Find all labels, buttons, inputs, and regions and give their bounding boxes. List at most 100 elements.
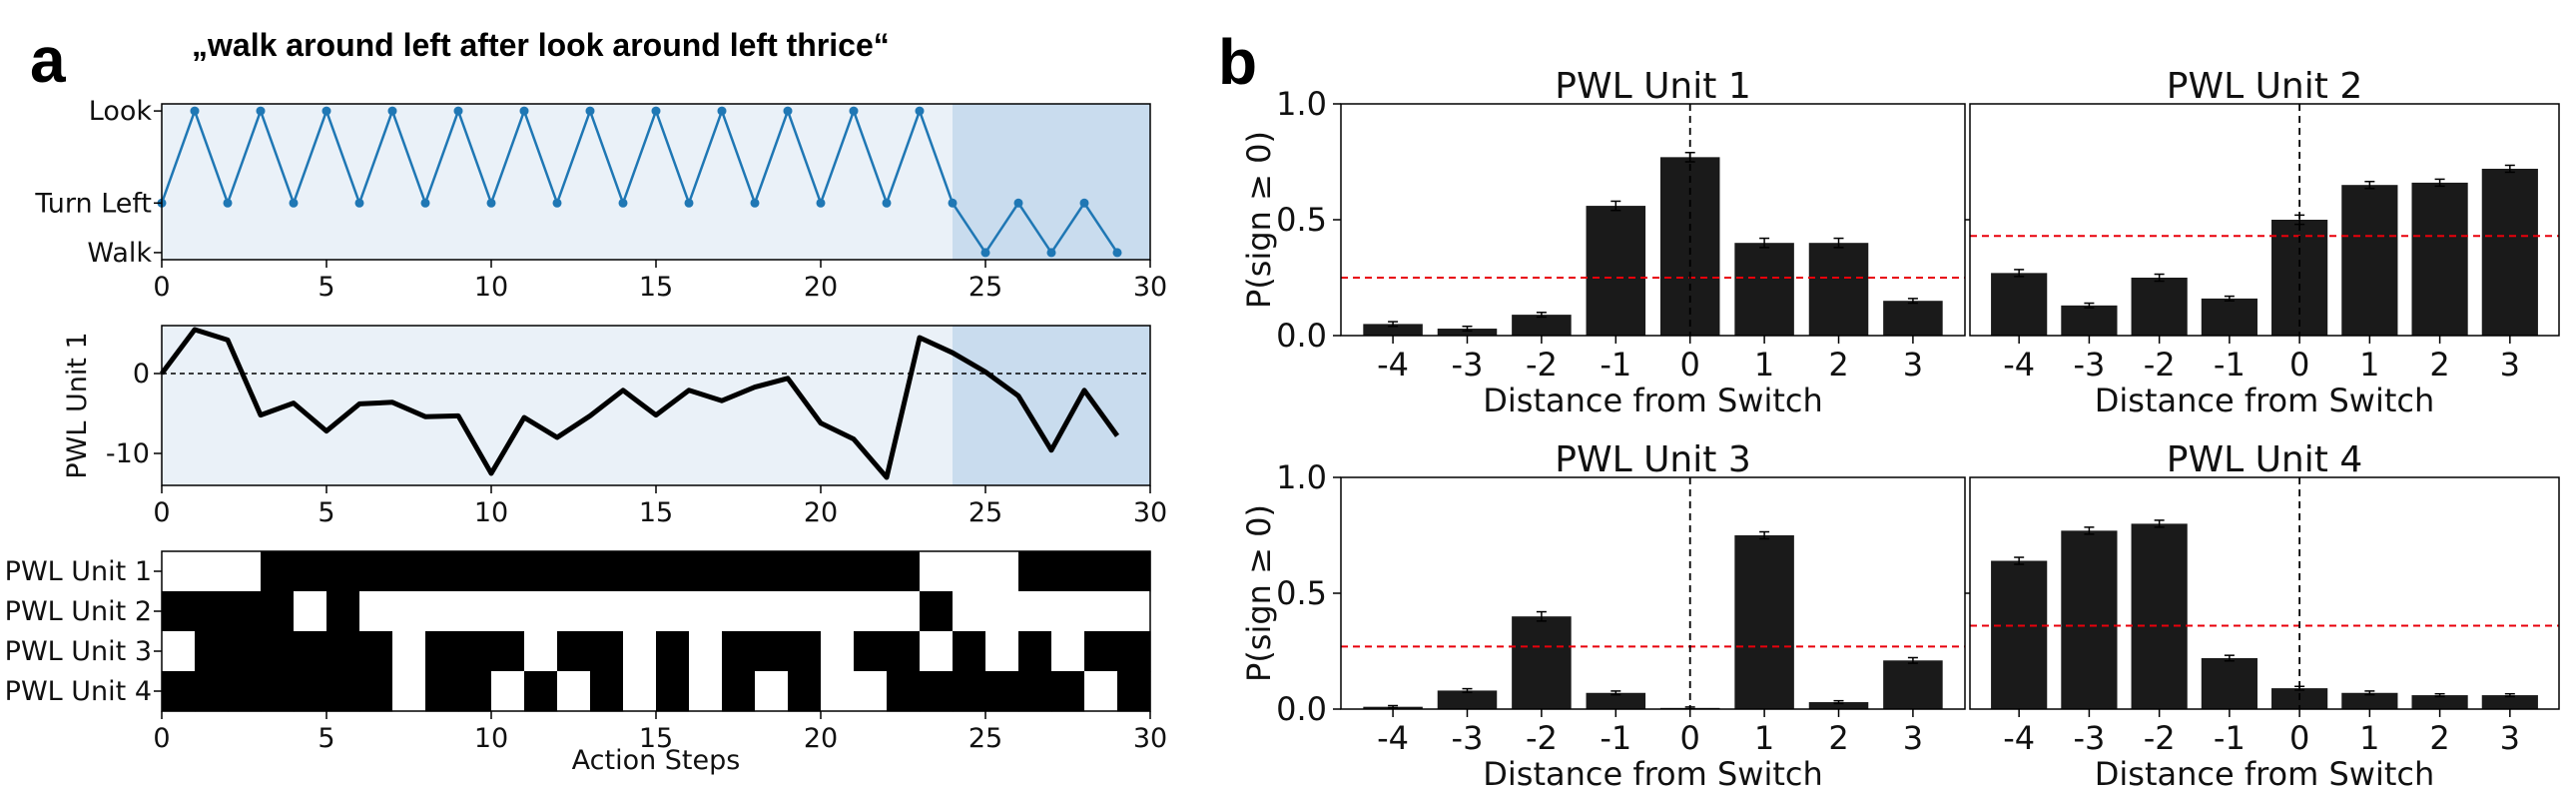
- bar-plot-frame: [1969, 103, 2560, 337]
- heatmap-cell: [1117, 551, 1151, 592]
- action-point: [618, 198, 628, 208]
- heatmap-cell: [656, 551, 690, 592]
- bar-2: [2481, 168, 2538, 336]
- action-point: [882, 198, 892, 208]
- heatmap-cell: [195, 591, 229, 632]
- bar-xtick-label: 2: [2429, 346, 2449, 384]
- heatmap-cell: [491, 551, 525, 592]
- bar-xtick-label: 0: [1680, 346, 1700, 384]
- bar-xtick-label: 1: [1754, 719, 1774, 757]
- heatmap-cell: [821, 671, 855, 712]
- heatmap-cell: [1117, 591, 1151, 632]
- bar-chart-title: PWL Unit 2: [2167, 66, 2362, 107]
- heatmap-cell: [788, 591, 822, 632]
- bar-xtick-label: 2: [2429, 719, 2449, 757]
- heatmap-cell: [722, 631, 756, 672]
- bar-x-axis-label: Distance from Switch: [1483, 382, 1823, 419]
- heatmap-row-label: PWL Unit 4: [5, 676, 152, 707]
- activation-ytick-label: 0: [133, 359, 150, 390]
- action-point: [387, 106, 397, 116]
- heatmap-cell: [458, 591, 492, 632]
- heatmap-cell: [261, 631, 295, 672]
- heatmap-cell: [1084, 591, 1118, 632]
- heatmap-cell: [821, 551, 855, 592]
- bar-1: [1512, 315, 1572, 336]
- bar-xtick-label: -3: [2073, 346, 2105, 384]
- bar-2: [2131, 278, 2188, 336]
- heatmap-cell: [689, 671, 723, 712]
- bar-1: [1363, 324, 1423, 336]
- bar-4: [2481, 695, 2538, 709]
- action-point: [190, 106, 200, 116]
- heatmap-cell: [953, 551, 986, 592]
- bar-2: [2411, 182, 2468, 336]
- heatmap-cell: [788, 671, 822, 712]
- heatmap-row-label: PWL Unit 3: [5, 636, 152, 667]
- action-ytick-label: Walk: [87, 238, 152, 269]
- action-point: [750, 198, 760, 208]
- bar-2: [1991, 273, 2048, 336]
- heatmap-cell: [854, 631, 888, 672]
- heatmap-cell: [425, 591, 459, 632]
- bar-4: [2201, 657, 2257, 709]
- heatmap-xtick-label: 10: [474, 723, 508, 754]
- bar-2: [2061, 305, 2118, 336]
- heatmap-cell: [557, 631, 591, 672]
- bar-xtick-label: -2: [2144, 719, 2176, 757]
- heatmap-cell: [1051, 551, 1085, 592]
- action-point: [223, 198, 233, 208]
- action-xtick-label: 20: [804, 272, 838, 303]
- heatmap-cell: [755, 591, 789, 632]
- bar-xtick-label: -3: [1452, 346, 1484, 384]
- heatmap-cell: [623, 671, 657, 712]
- bar-4: [1991, 560, 2048, 709]
- activation-ytick-label: -10: [106, 438, 150, 469]
- action-point: [783, 106, 793, 116]
- action-ytick-label: Look: [89, 96, 153, 127]
- heatmap-xtick-label: 5: [318, 723, 334, 754]
- bar-x-axis-label: Distance from Switch: [1483, 755, 1823, 791]
- heatmap-cell: [326, 591, 360, 632]
- action-xtick-label: 15: [639, 272, 673, 303]
- heatmap-cell: [722, 591, 756, 632]
- bar-xtick-label: 2: [1828, 719, 1848, 757]
- heatmap-cell: [788, 631, 822, 672]
- action-point: [256, 106, 266, 116]
- heatmap-cell: [326, 631, 360, 672]
- bar-xtick-label: 0: [2289, 346, 2309, 384]
- bar-3: [1734, 535, 1794, 709]
- bar-xtick-label: -4: [1377, 719, 1409, 757]
- heatmap-cell: [524, 671, 558, 712]
- heatmap-cell: [162, 591, 196, 632]
- heatmap-cell: [392, 631, 426, 672]
- activation-series-line: [160, 327, 1120, 480]
- bar-xtick-label: 3: [2500, 346, 2520, 384]
- activation-xtick-label: 20: [804, 497, 838, 528]
- heatmap-cell: [392, 551, 426, 592]
- heatmap-cell: [722, 551, 756, 592]
- heatmap-cell: [1084, 671, 1118, 712]
- heatmap-cell: [1117, 671, 1151, 712]
- action-point: [354, 198, 364, 208]
- bar-xtick-label: -1: [2214, 719, 2246, 757]
- heatmap-cell: [1018, 671, 1052, 712]
- action-point: [816, 198, 826, 208]
- heatmap-cell: [557, 551, 591, 592]
- bar-4: [2131, 523, 2188, 709]
- heatmap-cell: [887, 671, 921, 712]
- action-point: [849, 106, 859, 116]
- action-xtick-label: 30: [1133, 272, 1167, 303]
- heatmap-cell: [854, 671, 888, 712]
- heatmap-cell: [755, 671, 789, 712]
- panel-label-b: b: [1218, 26, 1257, 98]
- bar-xtick-label: 1: [1754, 346, 1774, 384]
- bar-ytick-label: 1.0: [1276, 85, 1327, 123]
- heatmap-cell: [491, 671, 525, 712]
- heatmap-cell: [656, 591, 690, 632]
- activation-xtick-label: 0: [153, 497, 170, 528]
- bar-3: [1808, 702, 1869, 709]
- heatmap-cell: [623, 551, 657, 592]
- heatmap-xtick-label: 20: [804, 723, 838, 754]
- heatmap-cell: [557, 671, 591, 712]
- bar-4: [2341, 692, 2398, 709]
